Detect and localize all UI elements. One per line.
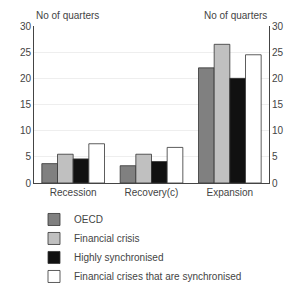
svg-text:OECD: OECD — [74, 214, 103, 225]
svg-text:5: 5 — [272, 151, 278, 162]
svg-text:30: 30 — [20, 21, 32, 32]
svg-text:Recovery(c): Recovery(c) — [125, 187, 179, 198]
svg-text:Financial crises that are sync: Financial crises that are synchronised — [74, 271, 241, 282]
svg-text:Financial crisis: Financial crisis — [74, 233, 140, 244]
svg-text:15: 15 — [20, 99, 32, 110]
svg-text:No of quarters: No of quarters — [204, 10, 267, 21]
svg-text:25: 25 — [272, 47, 284, 58]
svg-text:0: 0 — [272, 178, 278, 189]
svg-text:No of quarters: No of quarters — [36, 10, 99, 21]
svg-text:20: 20 — [272, 73, 284, 84]
svg-text:25: 25 — [20, 47, 32, 58]
svg-text:10: 10 — [272, 125, 284, 136]
svg-text:10: 10 — [20, 125, 32, 136]
svg-text:Recession: Recession — [50, 187, 97, 198]
svg-text:Expansion: Expansion — [206, 187, 253, 198]
svg-text:15: 15 — [272, 99, 284, 110]
svg-text:30: 30 — [272, 21, 284, 32]
svg-text:0: 0 — [25, 178, 31, 189]
svg-text:5: 5 — [25, 151, 31, 162]
svg-text:20: 20 — [20, 73, 32, 84]
svg-text:Highly synchronised: Highly synchronised — [74, 252, 164, 263]
